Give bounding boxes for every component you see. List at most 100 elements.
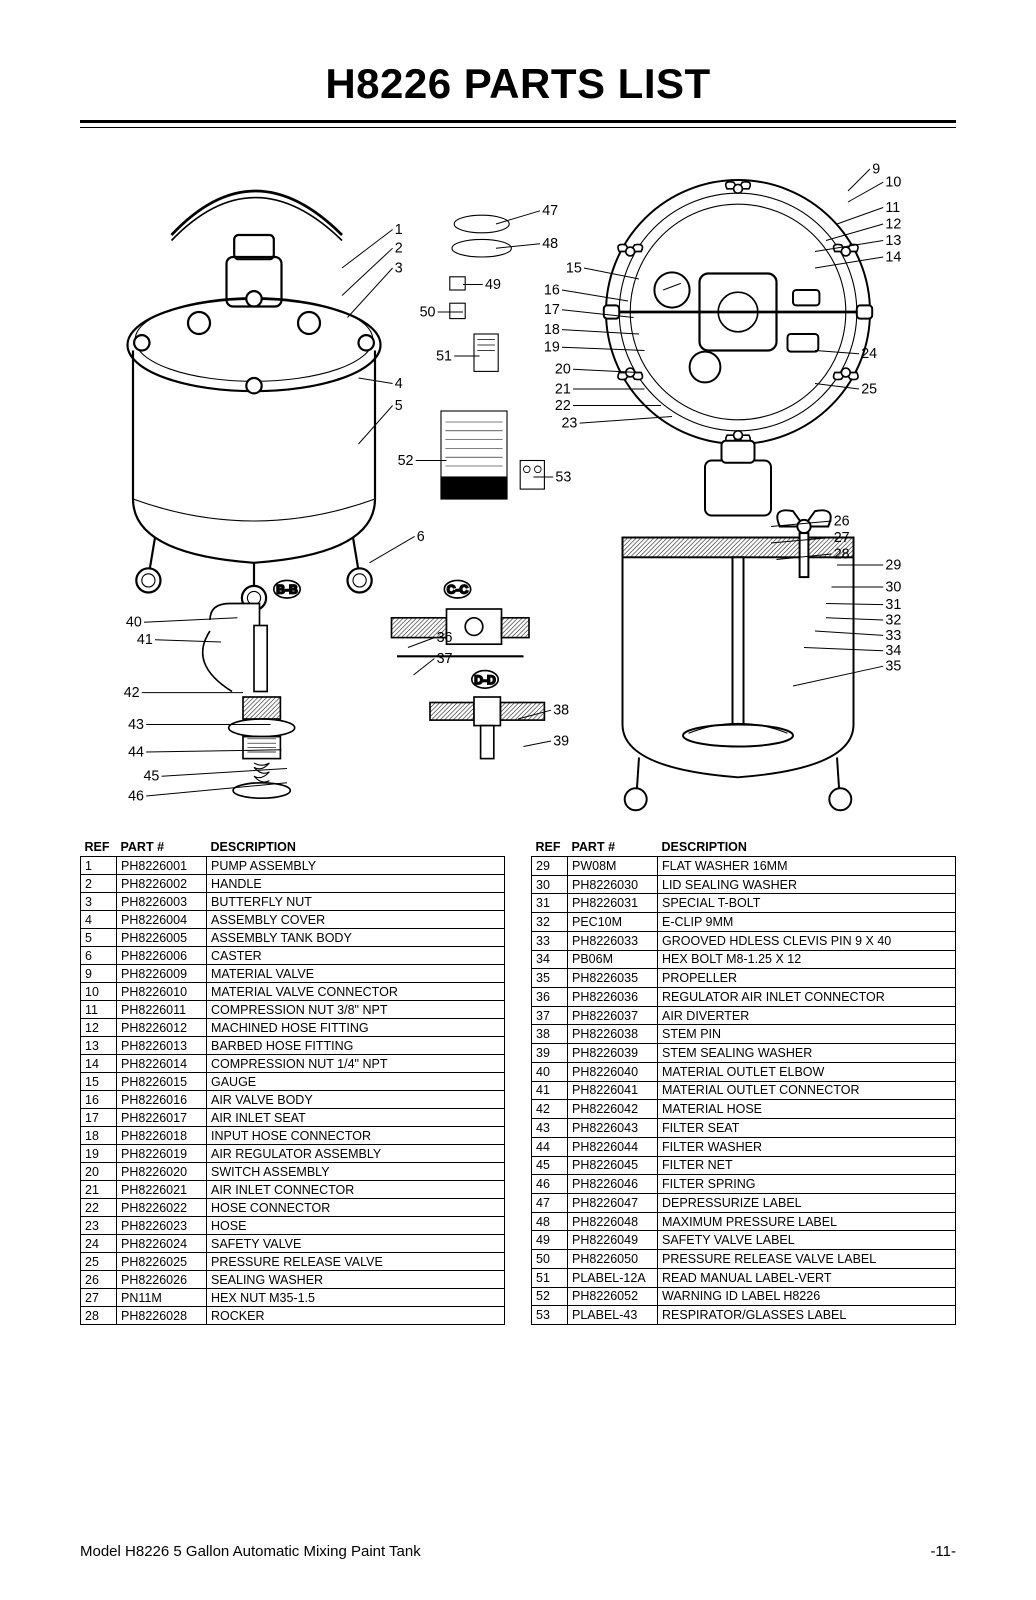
cell-desc: READ MANUAL LABEL-VERT <box>658 1268 956 1287</box>
cell-desc: MATERIAL HOSE <box>658 1100 956 1119</box>
cell-part: PH8226043 <box>568 1119 658 1138</box>
cell-part: PH8226028 <box>117 1307 207 1325</box>
cell-desc: BARBED HOSE FITTING <box>207 1037 505 1055</box>
callout-number: 16 <box>544 282 560 298</box>
cell-ref: 9 <box>81 965 117 983</box>
th-part: PART # <box>117 838 207 857</box>
callout-number: 15 <box>566 260 582 276</box>
cell-part: PH8226002 <box>117 875 207 893</box>
cell-desc: SEALING WASHER <box>207 1271 505 1289</box>
table-row: 13PH8226013BARBED HOSE FITTING <box>81 1037 505 1055</box>
tank-cutaway <box>623 441 854 811</box>
cell-desc: AIR INLET SEAT <box>207 1109 505 1127</box>
cell-desc: HEX NUT M35-1.5 <box>207 1289 505 1307</box>
table-row: 30PH8226030LID SEALING WASHER <box>532 875 956 894</box>
table-row: 41PH8226041MATERIAL OUTLET CONNECTOR <box>532 1081 956 1100</box>
cell-part: PH8226046 <box>568 1175 658 1194</box>
table-row: 5PH8226005ASSEMBLY TANK BODY <box>81 929 505 947</box>
callout-number: 31 <box>885 597 901 613</box>
table-row: 21PH8226021AIR INLET CONNECTOR <box>81 1181 505 1199</box>
cell-desc: MACHINED HOSE FITTING <box>207 1019 505 1037</box>
table-row: 38PH8226038STEM PIN <box>532 1025 956 1044</box>
cell-ref: 27 <box>81 1289 117 1307</box>
callout-number: 12 <box>885 216 901 232</box>
table-row: 46PH8226046FILTER SPRING <box>532 1175 956 1194</box>
callout-number: 36 <box>437 630 453 646</box>
cell-part: PH8226016 <box>117 1091 207 1109</box>
callout-number: 2 <box>395 241 403 257</box>
cell-ref: 35 <box>532 969 568 988</box>
cell-desc: STEM SEALING WASHER <box>658 1044 956 1063</box>
callout-number: 42 <box>124 685 140 701</box>
cell-desc: ASSEMBLY COVER <box>207 911 505 929</box>
cell-part: PH8226047 <box>568 1193 658 1212</box>
cell-part: PH8226033 <box>568 931 658 950</box>
cell-part: PH8226023 <box>117 1217 207 1235</box>
cell-desc: HEX BOLT M8-1.25 X 12 <box>658 950 956 969</box>
cell-ref: 10 <box>81 983 117 1001</box>
cell-ref: 47 <box>532 1193 568 1212</box>
tank-perspective <box>128 191 381 610</box>
cell-part: PH8226030 <box>568 875 658 894</box>
callout-number: 35 <box>885 659 901 675</box>
rule-thick <box>80 120 956 123</box>
table-row: 3PH8226003BUTTERFLY NUT <box>81 893 505 911</box>
cell-part: PH8226040 <box>568 1062 658 1081</box>
cell-part: PH8226021 <box>117 1181 207 1199</box>
tables-container: REF PART # DESCRIPTION 1PH8226001PUMP AS… <box>80 838 956 1325</box>
callout-number: 44 <box>128 744 144 760</box>
cell-desc: SWITCH ASSEMBLY <box>207 1163 505 1181</box>
th-ref: REF <box>81 838 117 857</box>
parts-table-right: REF PART # DESCRIPTION 29PW08MFLAT WASHE… <box>531 838 956 1325</box>
cell-ref: 20 <box>81 1163 117 1181</box>
cell-part: PH8226041 <box>568 1081 658 1100</box>
cell-part: PH8226049 <box>568 1231 658 1250</box>
table-row: 43PH8226043FILTER SEAT <box>532 1119 956 1138</box>
table-row: 37PH8226037AIR DIVERTER <box>532 1006 956 1025</box>
cell-part: PH8226001 <box>117 857 207 875</box>
callout-number: 21 <box>555 381 571 397</box>
table-row: 17PH8226017AIR INLET SEAT <box>81 1109 505 1127</box>
cell-ref: 25 <box>81 1253 117 1271</box>
cell-part: PH8226005 <box>117 929 207 947</box>
cell-desc: WARNING ID LABEL H8226 <box>658 1287 956 1306</box>
exploded-diagram: B-B C-C D-D 1234748495051455253691011121… <box>80 158 956 818</box>
cell-desc: FLAT WASHER 16MM <box>658 857 956 876</box>
cell-part: PN11M <box>117 1289 207 1307</box>
callout-number: 51 <box>436 348 452 364</box>
table-row: 45PH8226045FILTER NET <box>532 1156 956 1175</box>
cell-desc: RESPIRATOR/GLASSES LABEL <box>658 1306 956 1325</box>
cell-part: PH8226031 <box>568 894 658 913</box>
callout-number: 24 <box>861 346 877 362</box>
lid-top-view <box>604 180 872 444</box>
cell-part: PH8226011 <box>117 1001 207 1019</box>
table-row: 16PH8226016AIR VALVE BODY <box>81 1091 505 1109</box>
callout-number: 27 <box>834 530 850 546</box>
table-row: 52PH8226052WARNING ID LABEL H8226 <box>532 1287 956 1306</box>
cell-desc: CASTER <box>207 947 505 965</box>
callout-number: 3 <box>395 260 403 276</box>
callout-number: 1 <box>395 222 403 238</box>
cell-ref: 44 <box>532 1137 568 1156</box>
cell-ref: 13 <box>81 1037 117 1055</box>
table-row: 15PH8226015GAUGE <box>81 1073 505 1091</box>
cell-part: PH8226025 <box>117 1253 207 1271</box>
table-row: 34PB06MHEX BOLT M8-1.25 X 12 <box>532 950 956 969</box>
cell-ref: 28 <box>81 1307 117 1325</box>
cell-ref: 41 <box>532 1081 568 1100</box>
cell-part: PH8226026 <box>117 1271 207 1289</box>
table-row: 32PEC10ME-CLIP 9MM <box>532 913 956 932</box>
table-row: 18PH8226018INPUT HOSE CONNECTOR <box>81 1127 505 1145</box>
cell-ref: 23 <box>81 1217 117 1235</box>
cell-part: PH8226006 <box>117 947 207 965</box>
cell-ref: 30 <box>532 875 568 894</box>
cell-ref: 34 <box>532 950 568 969</box>
cell-part: PH8226052 <box>568 1287 658 1306</box>
cell-desc: PROPELLER <box>658 969 956 988</box>
callout-number: 6 <box>417 529 425 545</box>
cell-ref: 21 <box>81 1181 117 1199</box>
svg-text:B-B: B-B <box>276 583 298 597</box>
cell-ref: 43 <box>532 1119 568 1138</box>
table-row: 9PH8226009MATERIAL VALVE <box>81 965 505 983</box>
cell-ref: 1 <box>81 857 117 875</box>
